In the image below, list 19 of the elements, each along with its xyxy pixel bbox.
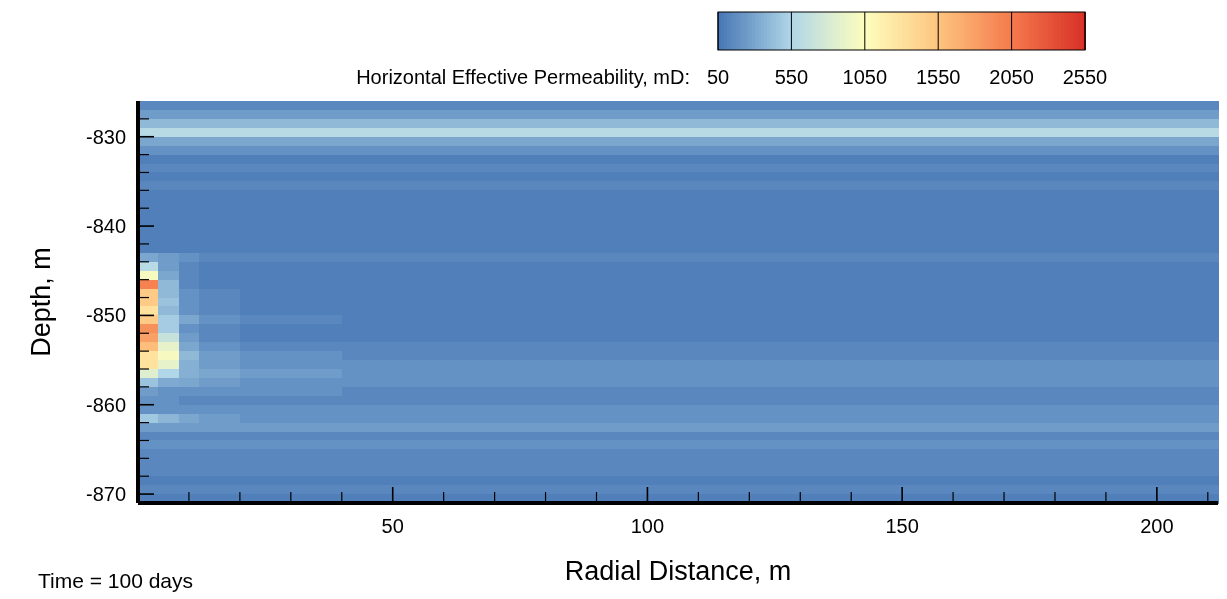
y-tick-label: -870 — [85, 483, 126, 506]
text: Time = 100 days — [38, 569, 194, 592]
x-tick-label: 150 — [885, 515, 919, 537]
y-axis-title: Depth, m — [26, 247, 56, 357]
color-bar-label: 1050 — [842, 66, 888, 88]
y-tick-label: -840 — [85, 215, 126, 238]
color-bar-label: 50 — [706, 66, 730, 88]
color-bar-label: 2550 — [1062, 66, 1108, 88]
color-bar-title: Horizontal Effective Permeability, mD: — [356, 66, 690, 88]
color-bar-label: 1550 — [915, 66, 961, 88]
color-bar-label: 550 — [774, 66, 809, 88]
x-tick-label: 50 — [381, 515, 404, 537]
color-bar-label: 2050 — [989, 66, 1034, 88]
y-tick-label: -850 — [85, 304, 126, 327]
y-tick-label: -860 — [85, 393, 126, 416]
x-axis-title: Radial Distance, m — [564, 556, 792, 586]
x-tick-label: 100 — [630, 515, 665, 537]
y-tick-label: -830 — [85, 125, 126, 148]
x-tick-label: 200 — [1140, 515, 1174, 537]
